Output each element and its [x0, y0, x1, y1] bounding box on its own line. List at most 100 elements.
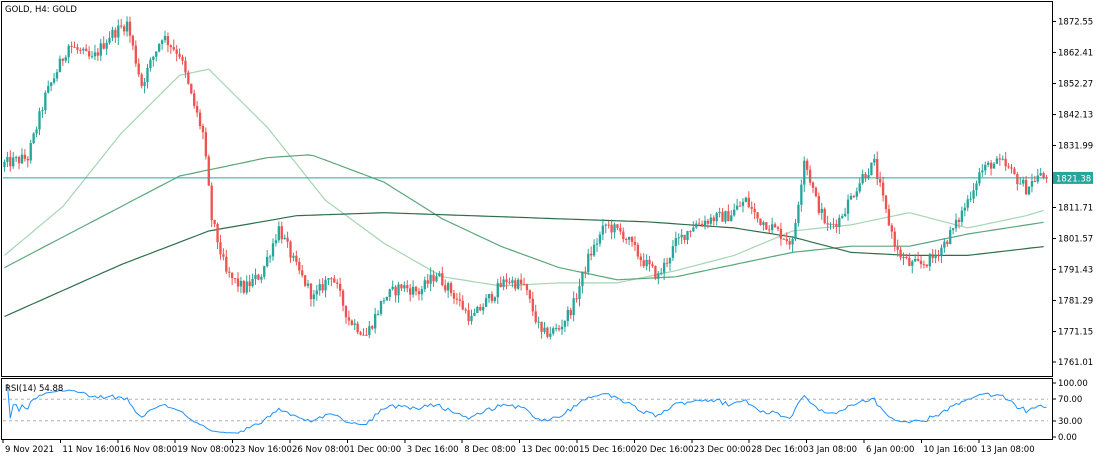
rsi-tick-label: 100.00: [1058, 379, 1088, 389]
candle: [336, 279, 339, 289]
candle-body: [616, 224, 619, 228]
candle: [32, 132, 35, 145]
candle: [353, 319, 356, 330]
candle: [85, 44, 88, 52]
candle: [928, 252, 931, 272]
candle: [55, 69, 59, 82]
candle-body: [230, 272, 234, 279]
candle-body: [814, 187, 818, 197]
candle-body: [376, 313, 380, 315]
candle: [111, 26, 114, 42]
candle-body: [931, 254, 934, 259]
candle: [333, 274, 336, 283]
candle-body: [23, 154, 27, 159]
candle: [458, 292, 461, 307]
candle-body: [239, 280, 243, 287]
candle-body: [639, 256, 642, 261]
candle: [318, 279, 321, 296]
candle-body: [803, 160, 806, 185]
candle-body: [651, 264, 654, 266]
candle: [785, 232, 788, 245]
candle: [122, 24, 126, 36]
candle-body: [315, 290, 318, 295]
candle-body: [152, 56, 155, 60]
candle-body: [96, 52, 100, 56]
candle: [90, 51, 94, 59]
candle-body: [849, 196, 853, 200]
candle-body: [902, 257, 905, 259]
candle: [216, 222, 219, 250]
candle-body: [490, 293, 494, 301]
candle: [388, 288, 391, 301]
candle-body: [85, 48, 88, 52]
candle-body: [543, 327, 546, 332]
time-tick-label: 6 Jan 00:00: [866, 445, 914, 455]
candle: [137, 58, 140, 78]
candle: [689, 230, 692, 238]
time-tick-label: 16 Nov 08:00: [120, 445, 177, 455]
candle-body: [324, 279, 327, 291]
candle-body: [572, 298, 575, 316]
candle: [187, 70, 190, 85]
candle: [648, 255, 651, 272]
candle: [820, 202, 823, 220]
candle: [99, 39, 102, 61]
candle-body: [312, 294, 316, 300]
rsi-tick-label: 0.00: [1058, 433, 1077, 443]
candle: [768, 225, 771, 234]
candle-body: [502, 279, 505, 287]
candle: [455, 293, 459, 305]
candle-body: [160, 40, 164, 44]
candle: [800, 179, 803, 212]
candle-body: [794, 223, 797, 239]
candle-body: [905, 257, 908, 259]
candle: [487, 293, 491, 303]
candle: [411, 280, 415, 298]
candle: [619, 223, 622, 235]
candle: [38, 107, 41, 136]
candle-body: [683, 234, 686, 241]
time-axis: 9 Nov 2021 11 Nov 16:00 16 Nov 08:00 19 Nov…: [2, 439, 1035, 455]
candle: [476, 305, 479, 314]
candle-body: [966, 199, 969, 208]
candle-body: [546, 327, 549, 337]
candle: [803, 156, 806, 193]
candle-body: [470, 315, 473, 322]
candle: [630, 236, 634, 247]
candle-body: [149, 59, 152, 69]
candle: [365, 327, 368, 336]
candle-body: [963, 207, 966, 211]
candle-body: [1030, 181, 1034, 187]
candle: [829, 222, 832, 230]
candle-body: [776, 227, 780, 229]
candle-body: [438, 273, 441, 277]
candle-body: [1001, 158, 1004, 160]
candle-body: [444, 285, 447, 291]
candle-body: [487, 293, 491, 299]
candle: [992, 161, 996, 169]
candle: [163, 30, 167, 43]
candle-body: [257, 274, 260, 280]
candle-body: [102, 43, 105, 49]
candle: [747, 191, 750, 209]
candle: [607, 221, 610, 229]
price-tick-label: 1872.55: [1058, 18, 1093, 28]
candle-body: [940, 247, 943, 257]
candle: [960, 206, 964, 226]
candle: [546, 326, 549, 339]
candle: [219, 234, 222, 260]
candle: [934, 249, 937, 264]
candle: [680, 229, 683, 245]
candle: [738, 201, 742, 207]
candle-body: [499, 283, 502, 287]
candle: [225, 249, 228, 275]
candle: [236, 272, 240, 293]
candle-body: [960, 210, 964, 222]
time-tick-label: 19 Nov 08:00: [177, 445, 234, 455]
candle: [368, 320, 371, 339]
candle-body: [610, 224, 613, 233]
candle-body: [362, 334, 365, 336]
candle-body: [52, 78, 56, 83]
